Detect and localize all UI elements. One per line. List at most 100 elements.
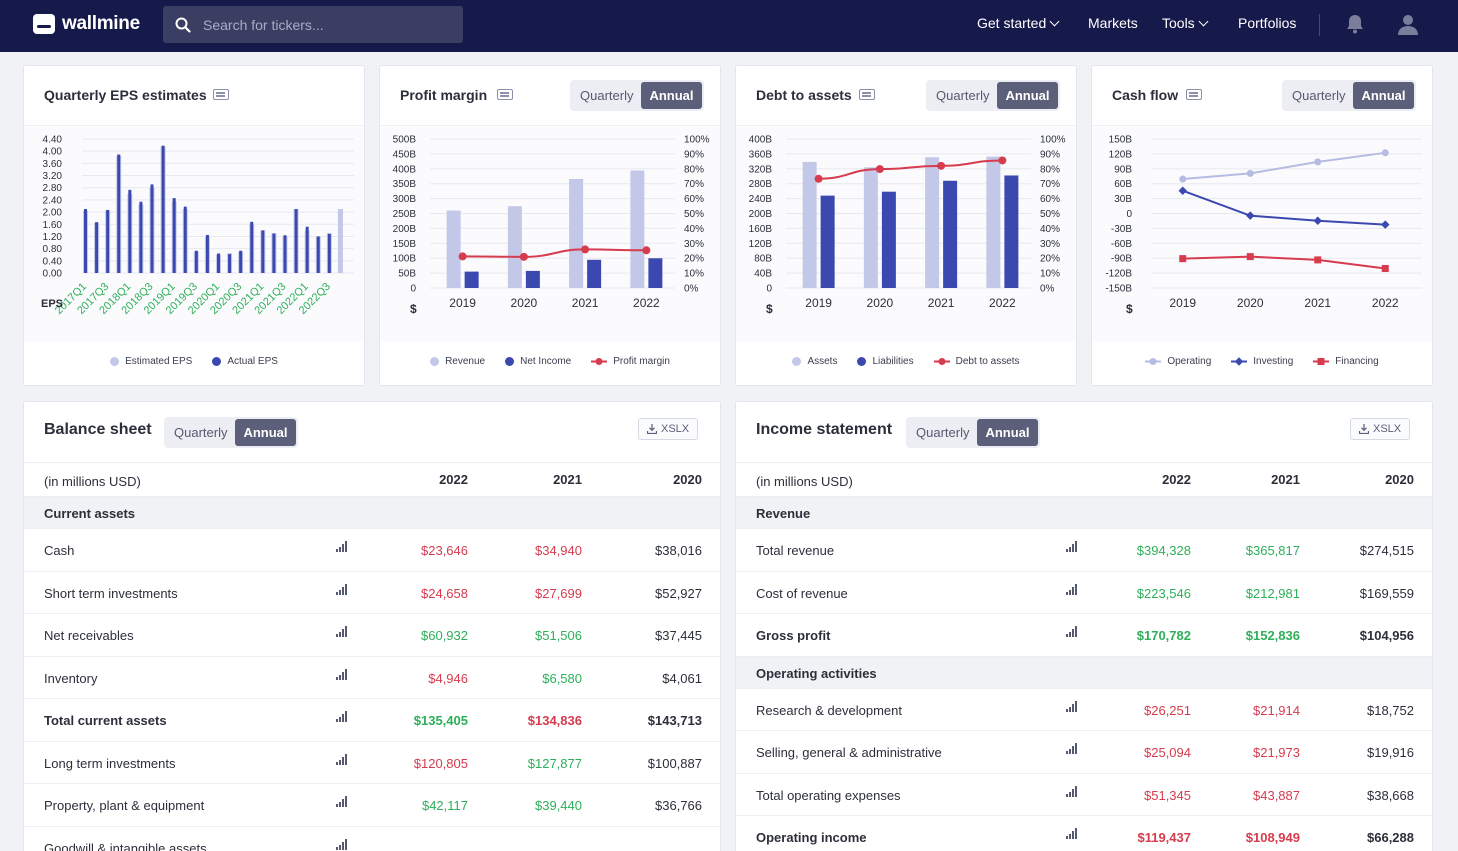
logo[interactable]: wallmine: [33, 13, 140, 35]
legend-item[interactable]: Debt to assets: [933, 356, 1020, 367]
legend-item[interactable]: Revenue: [430, 356, 485, 367]
keyboard-icon[interactable]: [859, 89, 875, 100]
legend-item[interactable]: Profit margin: [591, 356, 670, 367]
chart-bars-icon[interactable]: [336, 583, 348, 595]
eps-actual-bar: [106, 209, 110, 273]
row-value: $39,440: [535, 798, 582, 813]
x-tick-label: 2021: [572, 296, 599, 310]
table-row[interactable]: Net receivables $60,932 $51,506 $37,445: [24, 614, 720, 657]
row-value: $66,288: [1367, 830, 1414, 845]
table-row[interactable]: Cash $23,646 $34,940 $38,016: [24, 529, 720, 572]
y2-tick-label: 40%: [1040, 224, 1060, 235]
export-xlsx-button[interactable]: XSLX: [1350, 418, 1411, 440]
table-row[interactable]: Research & development $26,251 $21,914 $18,…: [736, 689, 1432, 731]
table-row[interactable]: Operating income $119,437 $108,949 $66,288: [736, 816, 1432, 851]
menu-markets[interactable]: Markets: [1088, 15, 1138, 31]
search-input[interactable]: [203, 6, 453, 43]
y-tick-label: 2.00: [43, 208, 63, 219]
legend-item[interactable]: Liabilities: [857, 356, 914, 367]
menu-portfolios[interactable]: Portfolios: [1238, 15, 1296, 31]
export-xlsx-button[interactable]: XSLX: [638, 418, 699, 440]
toggle-annual[interactable]: Annual: [1353, 82, 1414, 109]
table-row[interactable]: Short term investments $24,658 $27,699 $52,…: [24, 572, 720, 614]
keyboard-icon[interactable]: [1186, 89, 1202, 100]
line-point: [581, 245, 590, 254]
row-label: Research & development: [756, 702, 902, 718]
chart-bars-icon[interactable]: [336, 711, 348, 722]
table-row[interactable]: Total revenue $394,328 $365,817 $274,515: [736, 529, 1432, 572]
toggle-annual[interactable]: Annual: [641, 82, 702, 109]
table-row[interactable]: Gross profit $170,782 $152,836 $104,956: [736, 614, 1432, 657]
toggle-annual[interactable]: Annual: [235, 419, 296, 446]
menu-get-started[interactable]: Get started: [977, 15, 1060, 31]
table-row[interactable]: Cost of revenue $223,546 $212,981 $169,559: [736, 572, 1432, 614]
menu-label: Portfolios: [1238, 15, 1297, 31]
chart-bars-icon[interactable]: [1066, 583, 1078, 595]
column-header[interactable]: 2022: [439, 472, 468, 487]
keyboard-icon[interactable]: [497, 89, 513, 100]
toggle-quarterly[interactable]: Quarterly: [936, 88, 990, 103]
row-value: $36,766: [655, 798, 702, 813]
legend-item[interactable]: Financing: [1313, 356, 1379, 367]
column-header[interactable]: 2021: [1271, 472, 1300, 487]
menu-tools[interactable]: Tools: [1162, 15, 1209, 31]
chevron-down-icon: [1049, 16, 1060, 26]
bell-icon[interactable]: [1346, 14, 1364, 34]
table-row[interactable]: Selling, general & administrative $25,094…: [736, 731, 1432, 774]
table-row[interactable]: Long term investments $120,805 $127,877 $10…: [24, 742, 720, 784]
legend-item[interactable]: Estimated EPS: [110, 356, 192, 367]
toggle-quarterly[interactable]: Quarterly: [916, 425, 970, 440]
financing-point: [1179, 255, 1187, 263]
table-row[interactable]: Inventory $4,946 $6,580 $4,061: [24, 657, 720, 699]
row-value: $4,946: [428, 670, 468, 686]
y-tick-label: 3.60: [43, 159, 63, 170]
user-avatar-icon[interactable]: [1396, 12, 1420, 36]
legend-item[interactable]: Investing: [1231, 356, 1293, 367]
chart-bars-icon[interactable]: [336, 668, 348, 680]
column-header[interactable]: 2021: [553, 472, 582, 487]
chart-bars-icon[interactable]: [336, 796, 348, 807]
legend-item[interactable]: Assets: [792, 356, 837, 367]
table-row[interactable]: Total operating expenses $51,345 $43,887 $3…: [736, 774, 1432, 816]
legend-item[interactable]: Operating: [1145, 356, 1211, 367]
chart-bars-icon[interactable]: [336, 626, 348, 637]
chart-bars-icon[interactable]: [336, 541, 348, 552]
chart-legend: Revenue Net Income Profit margin: [380, 356, 720, 367]
eps-actual-bar: [272, 233, 276, 273]
table-row[interactable]: Total current assets $135,405 $134,836 $143…: [24, 699, 720, 742]
table-row[interactable]: Property, plant & equipment $42,117 $39,44…: [24, 784, 720, 827]
row-value: $152,836: [1245, 628, 1300, 643]
bar-liabilities: [881, 191, 896, 288]
bar-net-income: [464, 271, 479, 288]
section-label: Current assets: [44, 506, 136, 521]
eps-card: Quarterly EPS estimates 4.40 4.00 3.60 3.20…: [23, 65, 365, 386]
series-line-financing: [1182, 255, 1386, 270]
chart-area: 400B 100% 360B 90% 320B 80% 280B 70% 240B 60% 200B…: [736, 127, 1076, 342]
y-tick-label: 0: [1126, 209, 1132, 220]
chart-bars-icon[interactable]: [336, 753, 348, 765]
eps-actual-bar: [261, 230, 265, 273]
legend-item[interactable]: Actual EPS: [212, 356, 278, 367]
toggle-quarterly[interactable]: Quarterly: [580, 88, 634, 103]
toggle-quarterly[interactable]: Quarterly: [174, 425, 228, 440]
chart-bars-icon[interactable]: [1066, 743, 1078, 754]
toggle-annual[interactable]: Annual: [997, 82, 1058, 109]
toggle-annual[interactable]: Annual: [977, 419, 1038, 446]
chart-bars-icon[interactable]: [1066, 700, 1078, 712]
bar-revenue: [569, 178, 584, 288]
column-header[interactable]: 2020: [1385, 472, 1414, 487]
column-header[interactable]: 2020: [673, 472, 702, 487]
column-header[interactable]: 2022: [1162, 472, 1191, 487]
legend-item[interactable]: Net Income: [505, 356, 571, 367]
chart-bars-icon[interactable]: [1066, 828, 1078, 839]
chart-bars-icon[interactable]: [336, 838, 348, 850]
bar-revenue: [446, 210, 461, 288]
table-row[interactable]: Goodwill & intangible assets: [24, 827, 720, 851]
y-tick-label: 50B: [398, 269, 416, 280]
chart-bars-icon[interactable]: [1066, 541, 1078, 552]
keyboard-icon[interactable]: [213, 89, 229, 100]
toggle-quarterly[interactable]: Quarterly: [1292, 88, 1346, 103]
chart-bars-icon[interactable]: [1066, 626, 1078, 637]
chart-bars-icon[interactable]: [1066, 785, 1078, 797]
y-tick-label: 120B: [749, 239, 773, 250]
